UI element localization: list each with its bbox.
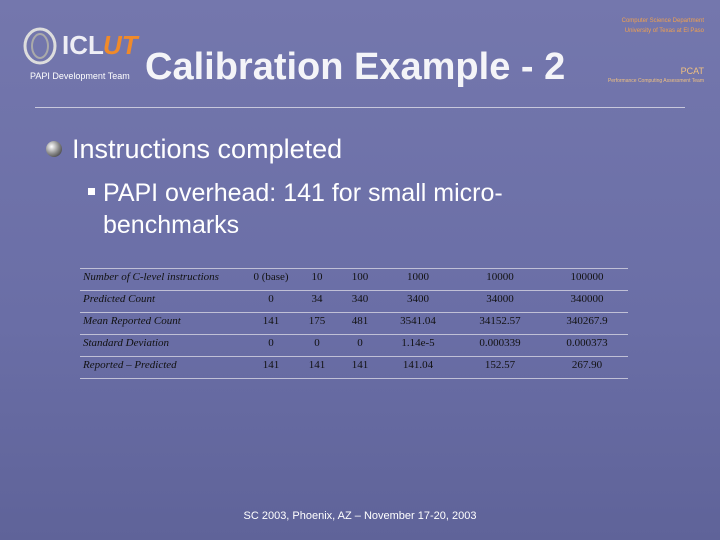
table-cell: 152.57 xyxy=(454,356,546,379)
slide-title: Calibration Example - 2 xyxy=(145,46,566,88)
rule xyxy=(35,107,685,108)
table-cell: 0 xyxy=(246,334,296,357)
table-cell: 1000 xyxy=(382,268,454,291)
logo-icon xyxy=(23,27,57,65)
table-row: Standard Deviation 0 0 0 1.14e-5 0.000339 0.00… xyxy=(80,334,628,357)
row-label: Reported – Predicted xyxy=(80,356,246,379)
table-cell: 3541.04 xyxy=(382,312,454,335)
table-cell: 10000 xyxy=(454,268,546,291)
table-cell: 141.04 xyxy=(382,356,454,379)
footer: SC 2003, Phoenix, AZ – November 17-20, 2… xyxy=(243,510,477,522)
table-cell: 0 xyxy=(338,334,382,357)
table-cell: 34152.57 xyxy=(454,312,546,335)
table-cell: 141 xyxy=(246,356,296,379)
bullet-text: Instructions completed xyxy=(72,134,343,164)
table-row: Predicted Count 0 34 340 3400 34000 340000 xyxy=(80,290,628,313)
data-table: Number of C-level instructions 0 (base) 10… xyxy=(80,268,628,379)
table-cell: 267.90 xyxy=(546,356,628,379)
table-row: Mean Reported Count 141 175 481 3541.04 34152… xyxy=(80,312,628,335)
table-cell: 340267.9 xyxy=(546,312,628,335)
row-label: Mean Reported Count xyxy=(80,312,246,335)
bullet-text: PAPI overhead: 141 for small micro-bench… xyxy=(103,179,503,239)
table-cell: 481 xyxy=(338,312,382,335)
table-cell: 10 xyxy=(296,268,338,291)
table-cell: 1.14e-5 xyxy=(382,334,454,357)
table-cell: 0 (base) xyxy=(246,268,296,291)
bullet-icon xyxy=(88,188,95,195)
table-cell: 340000 xyxy=(546,290,628,313)
table-cell: 100000 xyxy=(546,268,628,291)
logo-text: UT xyxy=(103,30,138,60)
bullet-icon xyxy=(46,141,62,157)
table-cell: 0.000373 xyxy=(546,334,628,357)
table-cell: 100 xyxy=(338,268,382,291)
table-cell: 3400 xyxy=(382,290,454,313)
row-label: Predicted Count xyxy=(80,290,246,313)
table-row: Reported – Predicted 141 141 141 141.04 152.5… xyxy=(80,356,628,379)
table-cell: 0.000339 xyxy=(454,334,546,357)
dept-text: Computer Science Department xyxy=(621,18,704,24)
table-cell: 141 xyxy=(338,356,382,379)
dept-text: University of Texas at El Paso xyxy=(624,28,704,34)
row-label: Number of C-level instructions xyxy=(80,268,246,291)
table-cell: 0 xyxy=(296,334,338,357)
table-row: Number of C-level instructions 0 (base) 10… xyxy=(80,268,628,291)
table-cell: 175 xyxy=(296,312,338,335)
row-label: Standard Deviation xyxy=(80,334,246,357)
table-cell: 0 xyxy=(246,290,296,313)
table-cell: 141 xyxy=(296,356,338,379)
table-cell: 34000 xyxy=(454,290,546,313)
team-label: PAPI Development Team xyxy=(30,71,130,81)
table-cell: 141 xyxy=(246,312,296,335)
table-cell: 34 xyxy=(296,290,338,313)
logo-text: ICL xyxy=(62,30,104,60)
pcat-sub: Performance Computing Assessment Team xyxy=(607,78,704,84)
pcat-label: PCAT xyxy=(680,66,704,76)
table-cell: 340 xyxy=(338,290,382,313)
